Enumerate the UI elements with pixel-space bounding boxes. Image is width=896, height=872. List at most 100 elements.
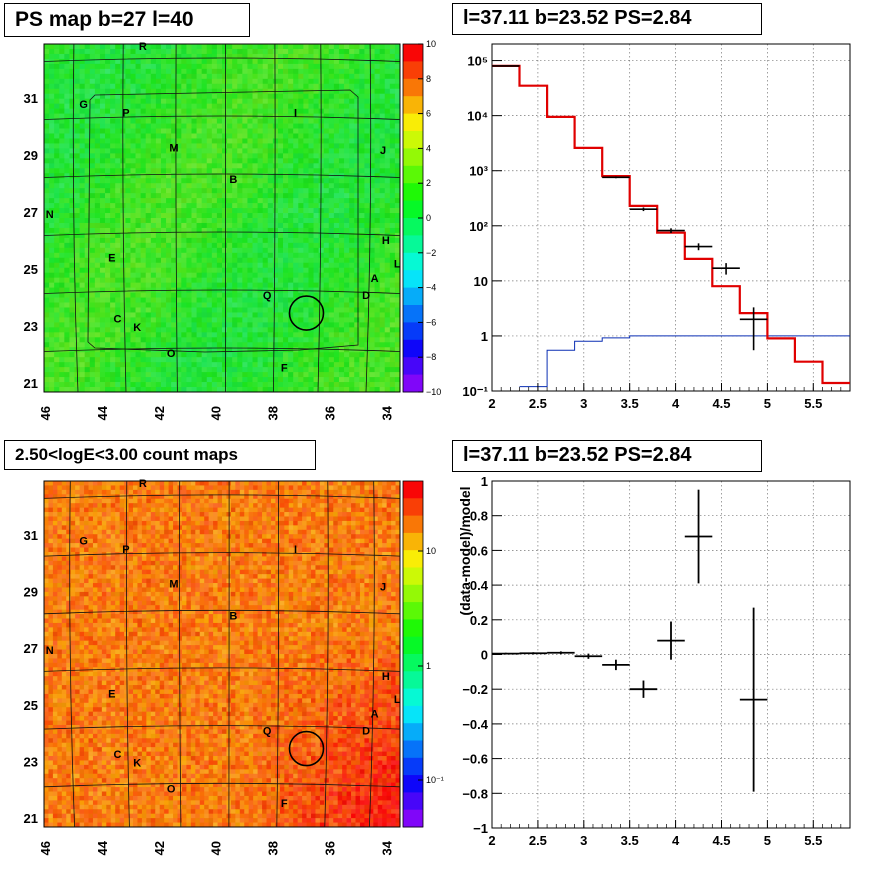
spectrum-y-tick-label: 10⁻¹ bbox=[462, 384, 488, 399]
ps-map-graticule bbox=[43, 43, 401, 393]
ps-colorbar-tick: −6 bbox=[426, 317, 436, 327]
ps-colorbar-tick: −10 bbox=[426, 387, 441, 397]
ps-source-labels: R G P I M J B N H E L A Q D CK O F bbox=[46, 41, 401, 375]
source-label: R bbox=[139, 41, 147, 53]
ps-colorbar-tick: 4 bbox=[426, 143, 431, 153]
residual-title: l=37.11 b=23.52 PS=2.84 bbox=[452, 440, 762, 472]
lat-tick-label: 27 bbox=[24, 205, 38, 220]
source-label: I bbox=[294, 108, 297, 120]
source-label: G bbox=[79, 535, 88, 547]
spectrum-x-tick-label: 5.5 bbox=[804, 396, 822, 411]
spectrum-data-point bbox=[739, 307, 768, 351]
source-label: I bbox=[294, 544, 297, 556]
target-circle bbox=[288, 730, 325, 767]
spectrum-data-point bbox=[657, 228, 685, 233]
spectrum-y-tick-label: 1 bbox=[481, 329, 488, 344]
count-colorbar-tick: 10 bbox=[426, 546, 436, 556]
source-label: R bbox=[139, 478, 147, 490]
lon-tick-label: 38 bbox=[266, 406, 281, 420]
spectrum-x-tick-label: 4.5 bbox=[712, 396, 730, 411]
residual-y-tick-label: 1 bbox=[481, 474, 488, 489]
source-label: E bbox=[108, 688, 115, 700]
source-label: K bbox=[133, 758, 141, 770]
spectrum-y-tick-label: 10³ bbox=[469, 164, 488, 179]
residual-grid bbox=[492, 481, 850, 828]
lon-tick-label: 46 bbox=[38, 406, 53, 420]
source-label: M bbox=[169, 579, 178, 591]
lon-tick-label: 44 bbox=[95, 840, 110, 855]
ps-map-panel: R G P I M J B N H E L A Q D CK O F 31 29 27 25 23 21 46 44 42 40 38… bbox=[24, 41, 401, 421]
source-label: Q bbox=[263, 726, 272, 738]
lon-tick-label: 46 bbox=[38, 841, 53, 855]
source-label: A bbox=[371, 708, 379, 720]
source-label: K bbox=[133, 322, 141, 334]
source-label: H bbox=[382, 671, 390, 683]
residual-data-point bbox=[547, 651, 575, 655]
lat-tick-label: 25 bbox=[24, 698, 38, 713]
lon-tick-label: 42 bbox=[152, 406, 167, 420]
source-label: A bbox=[371, 273, 379, 285]
lon-tick-label: 40 bbox=[209, 841, 224, 855]
source-label: C bbox=[114, 313, 122, 325]
residual-x-tick-label: 4.5 bbox=[712, 833, 730, 848]
spectrum-data-point bbox=[492, 65, 520, 67]
spectrum-x-tick-label: 3.5 bbox=[621, 396, 639, 411]
lat-tick-label: 29 bbox=[24, 585, 38, 600]
lon-tick-label: 34 bbox=[380, 405, 395, 420]
source-label: D bbox=[362, 726, 370, 738]
roi-boundary bbox=[87, 89, 359, 353]
ps-map-title: PS map b=27 l=40 bbox=[4, 3, 250, 37]
residual-y-tick-label: 0.8 bbox=[470, 509, 488, 524]
source-label: P bbox=[122, 544, 129, 556]
ps-map-frame bbox=[43, 43, 401, 393]
source-label: N bbox=[46, 645, 54, 657]
spectrum-x-tick-label: 3 bbox=[580, 396, 587, 411]
source-label: O bbox=[167, 783, 176, 795]
spectrum-panel: 2 2.5 3 3.5 4 4.5 5 5.5 10⁻¹ 1 10 10² 10³ 10⁴ 10⁵ bbox=[462, 43, 851, 411]
ps-colorbar-tick: 2 bbox=[426, 178, 431, 188]
background-model-line bbox=[519, 335, 850, 388]
spectrum-y-tick-label: 10⁴ bbox=[467, 109, 488, 124]
source-label: P bbox=[122, 108, 129, 120]
ps-colorbar-tick: 8 bbox=[426, 74, 431, 84]
spectrum-y-tick-label: 10⁵ bbox=[467, 54, 488, 69]
spectrum-x-tick-label: 5 bbox=[764, 396, 771, 411]
target-circle bbox=[288, 295, 325, 331]
count-map-frame bbox=[43, 480, 401, 828]
lat-tick-label: 25 bbox=[24, 262, 38, 277]
spectrum-data-point bbox=[712, 263, 740, 275]
lon-tick-label: 42 bbox=[152, 841, 167, 855]
source-label: D bbox=[362, 290, 370, 302]
source-label: H bbox=[382, 235, 390, 247]
residual-y-tick-label: 0.6 bbox=[470, 543, 488, 558]
residual-data-point bbox=[739, 607, 768, 792]
residual-panel: 2 2.5 3 3.5 4 4.5 5 5.5 −1 −0.8 −0.6 −0.4 −0.2 0 0.2 0.… bbox=[457, 474, 851, 848]
source-label: L bbox=[394, 258, 401, 270]
lat-tick-label: 29 bbox=[24, 148, 38, 163]
source-label: O bbox=[167, 348, 176, 360]
count-colorbar-tick: 1 bbox=[426, 661, 431, 671]
residual-x-tick-label: 2.5 bbox=[529, 833, 547, 848]
residual-data-point bbox=[602, 659, 630, 671]
lat-tick-label: 31 bbox=[24, 91, 38, 106]
ps-colorbar-tick: −8 bbox=[426, 352, 436, 362]
source-label: M bbox=[169, 142, 178, 154]
residual-data-point bbox=[657, 621, 685, 660]
lat-tick-label: 31 bbox=[24, 528, 38, 543]
source-label: J bbox=[380, 145, 386, 157]
residual-x-tick-label: 3 bbox=[580, 833, 587, 848]
residual-y-tick-label: −1 bbox=[473, 821, 488, 836]
source-label: L bbox=[394, 694, 401, 706]
count-map-pixels bbox=[44, 481, 401, 828]
spectrum-data-point bbox=[629, 207, 658, 212]
ps-colorbar-tick: −4 bbox=[426, 283, 436, 293]
residual-y-tick-label: 0.4 bbox=[470, 578, 489, 593]
ps-colorbar-tick: 10 bbox=[426, 39, 436, 49]
lat-tick-label: 23 bbox=[24, 319, 38, 334]
residual-y-tick-label: −0.4 bbox=[462, 717, 488, 732]
source-label: F bbox=[281, 363, 288, 375]
residual-x-tick-label: 5 bbox=[764, 833, 771, 848]
lon-tick-label: 34 bbox=[380, 840, 395, 855]
ps-colorbar-tick: 0 bbox=[426, 213, 431, 223]
residual-x-tick-label: 3.5 bbox=[621, 833, 639, 848]
